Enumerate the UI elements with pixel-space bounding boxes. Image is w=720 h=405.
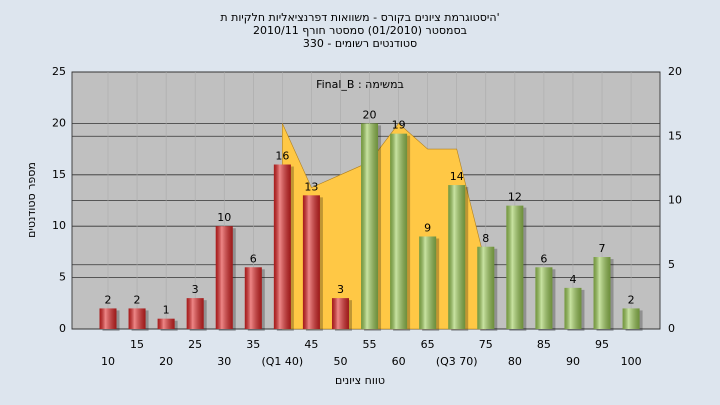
data-label: 7 xyxy=(599,242,606,255)
bar-shade xyxy=(535,267,553,329)
bar-shade xyxy=(273,164,291,329)
y2-tick-label: 10 xyxy=(668,194,682,207)
bar-shade xyxy=(506,205,524,329)
x-tick-label: 95 xyxy=(595,338,609,351)
x-tick-label: 55 xyxy=(363,338,377,351)
x-tick-label: (Q1 40) xyxy=(261,355,303,368)
x-tick-label: 100 xyxy=(621,355,642,368)
bar-shade xyxy=(419,236,437,329)
x-tick-label: 25 xyxy=(188,338,202,351)
chart-subtitle: בסמסטר (01/2010) סמסטר חורף 2010/11 xyxy=(253,24,467,37)
x-tick-label: 65 xyxy=(421,338,435,351)
y-tick-label: 0 xyxy=(59,322,66,335)
x-axis-label: טווח ציונים xyxy=(335,374,385,387)
x-tick-label: 60 xyxy=(392,355,406,368)
x-tick-label: 50 xyxy=(333,355,347,368)
data-label: 6 xyxy=(250,252,257,265)
data-label: 8 xyxy=(482,232,489,245)
x-tick-label: 10 xyxy=(101,355,115,368)
data-label: 9 xyxy=(424,221,431,234)
x-tick-label: 45 xyxy=(304,338,318,351)
bar-shade xyxy=(186,298,204,329)
data-label: 4 xyxy=(569,273,576,286)
data-label: 2 xyxy=(134,293,141,306)
bar-shade xyxy=(622,308,640,329)
data-label: 3 xyxy=(192,283,199,296)
y2-tick-label: 20 xyxy=(668,65,682,78)
chart-title: היסטוגרמת ציונים בקורס - משוואות דפרנציא… xyxy=(220,11,499,24)
bar-shade xyxy=(331,298,349,329)
data-label: 10 xyxy=(217,211,231,224)
x-tick-label: 75 xyxy=(479,338,493,351)
chart-subtitle: סטודנטים רשומים - 330 xyxy=(303,37,417,50)
x-tick-label: 80 xyxy=(508,355,522,368)
bar-shade xyxy=(302,195,320,329)
annotation: Final_B : במשימה xyxy=(316,78,404,91)
x-tick-label: 85 xyxy=(537,338,551,351)
bar-shade xyxy=(477,246,495,329)
bar-shade xyxy=(215,226,233,329)
bar-shade xyxy=(244,267,262,329)
data-label: 2 xyxy=(628,293,635,306)
bar-shade xyxy=(390,133,408,329)
x-tick-label: 20 xyxy=(159,355,173,368)
y2-tick-label: 15 xyxy=(668,129,682,142)
data-label: 12 xyxy=(508,191,522,204)
x-tick-label: 30 xyxy=(217,355,231,368)
data-label: 6 xyxy=(540,252,547,265)
bar-shade xyxy=(564,287,582,329)
data-label: 16 xyxy=(275,150,289,163)
bar-shade xyxy=(361,123,379,330)
y-tick-label: 5 xyxy=(59,271,66,284)
x-tick-label: 15 xyxy=(130,338,144,351)
data-label: 1 xyxy=(163,304,170,317)
y-tick-label: 10 xyxy=(52,219,66,232)
bar-shade xyxy=(99,308,117,329)
data-label: 2 xyxy=(105,293,112,306)
data-label: 20 xyxy=(363,108,377,121)
y2-tick-label: 0 xyxy=(668,322,675,335)
data-label: 19 xyxy=(392,119,406,132)
bar-shade xyxy=(157,318,175,329)
y-tick-label: 15 xyxy=(52,168,66,181)
x-tick-label: 90 xyxy=(566,355,580,368)
data-label: 14 xyxy=(450,170,464,183)
y-tick-label: 20 xyxy=(52,116,66,129)
x-tick-label: (Q3 70) xyxy=(436,355,478,368)
y2-tick-label: 5 xyxy=(668,258,675,271)
bar-shade xyxy=(448,185,466,329)
bar-shade xyxy=(593,257,611,329)
data-label: 3 xyxy=(337,283,344,296)
bar-shade xyxy=(128,308,146,329)
x-tick-label: 35 xyxy=(246,338,260,351)
y-axis-label: מספר סטודנטים xyxy=(25,162,38,238)
y-tick-label: 25 xyxy=(52,65,66,78)
data-label: 13 xyxy=(304,180,318,193)
